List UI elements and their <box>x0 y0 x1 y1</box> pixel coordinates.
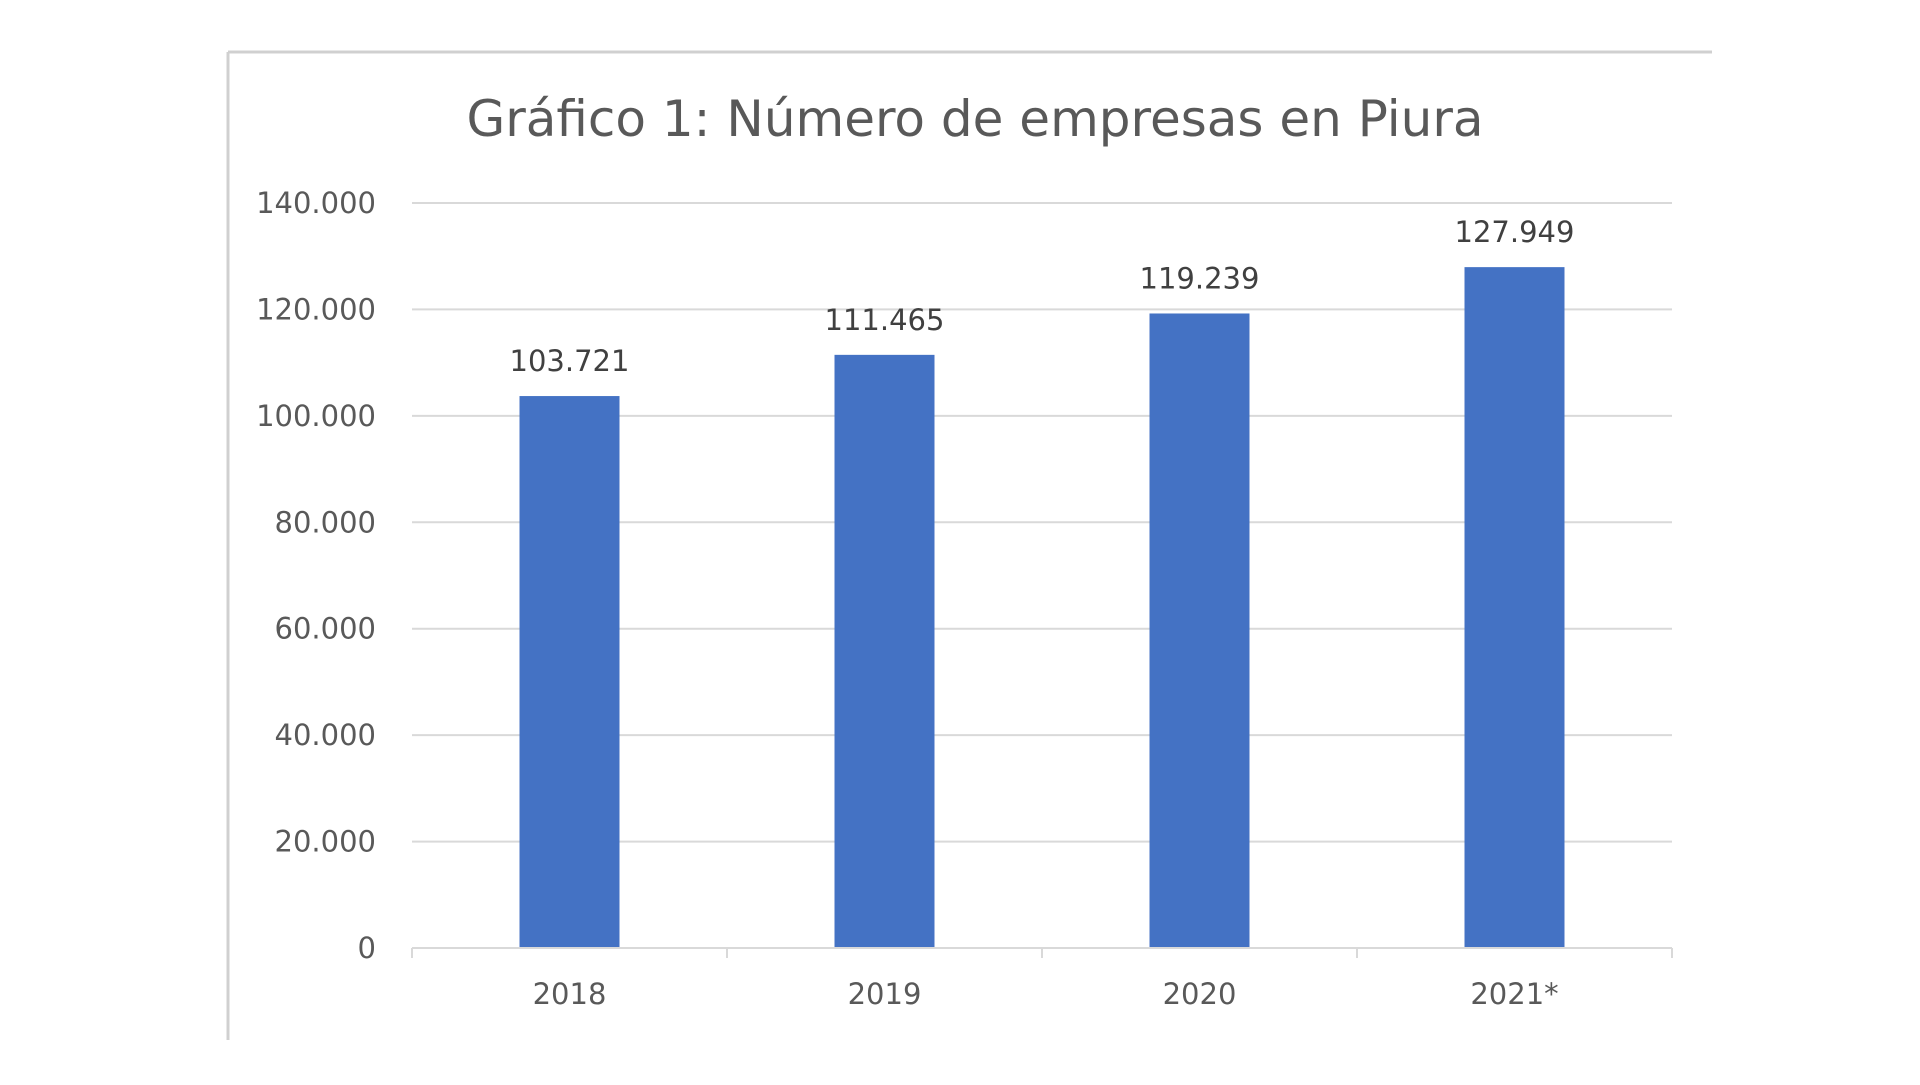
bar-2021 <box>1464 267 1565 948</box>
data-labels: 103.721 111.465 119.239 127.949 <box>510 215 1575 378</box>
x-axis <box>411 947 1673 958</box>
y-tick-label: 20.000 <box>275 825 376 859</box>
bar-2018 <box>519 396 620 948</box>
y-tick-label: 60.000 <box>275 612 376 646</box>
data-label: 111.465 <box>825 303 945 337</box>
data-label: 119.239 <box>1140 261 1260 295</box>
bar-2019 <box>834 354 935 949</box>
x-category-label: 2021* <box>1470 977 1558 1011</box>
y-axis-tick-labels: 0 20.000 40.000 60.000 80.000 100.000 120.000 1… <box>256 186 376 965</box>
y-tick-label: 0 <box>358 931 376 965</box>
data-label: 127.949 <box>1455 215 1575 249</box>
x-category-label: 2019 <box>848 977 922 1011</box>
x-category-label: 2018 <box>533 977 607 1011</box>
y-tick-label: 80.000 <box>275 505 376 539</box>
y-tick-label: 100.000 <box>256 399 376 433</box>
x-category-label: 2020 <box>1163 977 1237 1011</box>
bar-2020 <box>1149 313 1250 949</box>
y-tick-label: 40.000 <box>275 718 376 752</box>
y-tick-label: 120.000 <box>256 292 376 326</box>
gridlines <box>412 202 1672 843</box>
bars <box>519 267 1565 949</box>
chart-title: Gráfico 1: Número de empresas en Piura <box>466 90 1483 148</box>
x-axis-category-labels: 2018 2019 2020 2021* <box>533 977 1559 1011</box>
y-tick-label: 140.000 <box>256 186 376 220</box>
data-label: 103.721 <box>510 344 630 378</box>
